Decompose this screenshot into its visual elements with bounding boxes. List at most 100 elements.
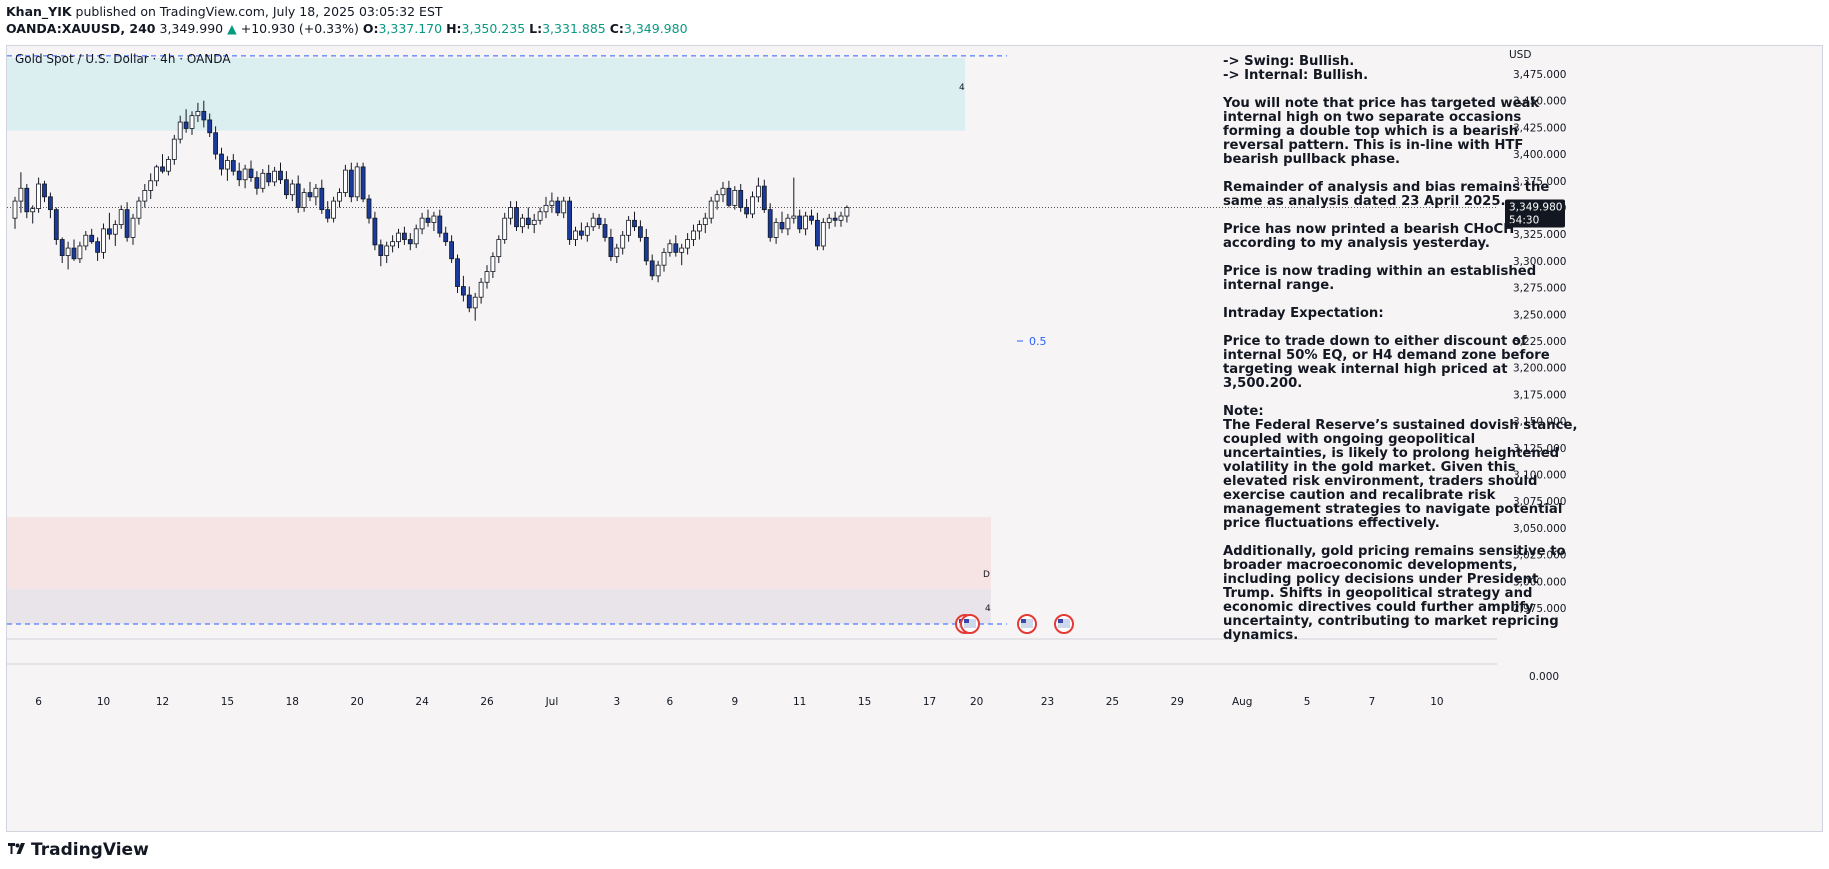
candle-body [278,170,283,181]
candle-body [136,200,142,219]
candle-body [48,196,53,211]
economic-event-icon [960,614,980,634]
candle [289,179,295,202]
y-tick-label: 3,375.000 [1513,176,1566,188]
candle-body [130,217,136,238]
change-value: +10.930 (+0.33%) [240,21,359,36]
candle [201,100,207,128]
candle-body [555,200,561,214]
chart-frame[interactable]: 4 D 4 0.5 USD 3,475.000 3,450.000 3,425.000 3,40… [6,45,1823,832]
candle-body [431,215,437,223]
candle [449,235,455,264]
candle-body [620,234,626,249]
candle-body [838,215,844,221]
demand-zone [7,517,991,589]
candle [549,192,555,213]
candle [30,205,36,224]
y-tick-label: 2,975.000 [1513,603,1566,615]
candle-body [366,198,372,219]
economic-event-icon [1054,614,1074,634]
candle [307,181,313,202]
candle [667,239,673,257]
candle-body [384,245,390,256]
candle-body [708,200,714,219]
candle-body [160,166,165,172]
candle-body [460,286,466,296]
candle-body [319,187,325,211]
candle-body [53,209,59,240]
candle [638,220,643,242]
candle [826,213,832,229]
candle [219,147,224,176]
x-tick-label: 3 [613,696,620,708]
analysis-para3: Price has now printed a bearish CHoCH ac… [1223,222,1515,251]
y-tick-label: 3,150.000 [1513,416,1566,428]
chart-title: Gold Spot / U.S. Dollar · 4h · OANDA [15,52,231,66]
candle-body [466,294,472,309]
candle [148,173,154,199]
candle-body [738,190,744,208]
candle-body [260,172,266,189]
publish-header: Khan_YIK published on TradingView.com, J… [6,3,688,37]
candle-body [95,241,100,253]
candle [124,202,130,242]
candle [484,265,490,289]
candle [750,191,755,219]
symbol-line: OANDA:XAUUSD, 240 3,349.990 ▲ +10.930 (+… [6,20,688,37]
candle-body [809,215,814,221]
tradingview-brand[interactable]: TradingView [6,840,149,860]
candle-body [348,169,354,198]
candle [413,224,419,249]
candle [756,177,761,203]
candle [720,181,726,203]
candle [431,211,437,231]
candle [555,196,561,217]
y-tick-label: 3,425.000 [1513,122,1566,134]
candle [195,102,201,123]
candle-body [142,190,148,202]
candle-body [396,232,401,243]
candle [419,212,425,235]
candle-body [455,258,460,287]
candle [83,230,89,251]
publisher-name[interactable]: Khan_YIK [6,4,72,19]
x-tick-label: 18 [286,696,299,708]
y-tick-label: 3,175.000 [1513,389,1566,401]
candle-body [702,217,708,225]
candle [260,169,266,193]
analysis-text: -> Swing: Bullish. -> Internal: Bullish.… [1223,55,1583,657]
candle-body [325,209,331,219]
candle [596,213,602,229]
y-tick-label: 3,025.000 [1513,550,1566,562]
candle-body [673,243,679,253]
candle-body [42,183,47,198]
candle [726,180,732,208]
candle-body [632,219,637,228]
candle [354,162,360,202]
candle-body [171,138,177,160]
brand-name: TradingView [31,840,149,860]
candle [183,109,189,133]
candle-body [248,168,254,178]
published-text: published on TradingView.com, July 18, 2… [75,4,443,19]
candle-body [614,247,620,258]
candle [224,156,230,181]
candle-body [189,115,195,129]
candle [732,186,738,210]
price-chart[interactable]: 4 D 4 0.5 USD 3,475.000 3,450.000 3,425.000 3,40… [7,46,1823,832]
candle-body [714,194,720,202]
candle-body [12,200,18,219]
candle [832,211,838,227]
candle [71,239,77,261]
candle-body [201,110,207,121]
open-label: O: [362,21,379,36]
candle [401,226,407,245]
candle-body [726,187,732,206]
candle [490,252,496,278]
candle [791,177,797,224]
candle-body [207,119,213,134]
candle-body [567,200,572,240]
candle-body [183,121,189,129]
candle-body [744,207,749,215]
candle-body [18,187,24,202]
